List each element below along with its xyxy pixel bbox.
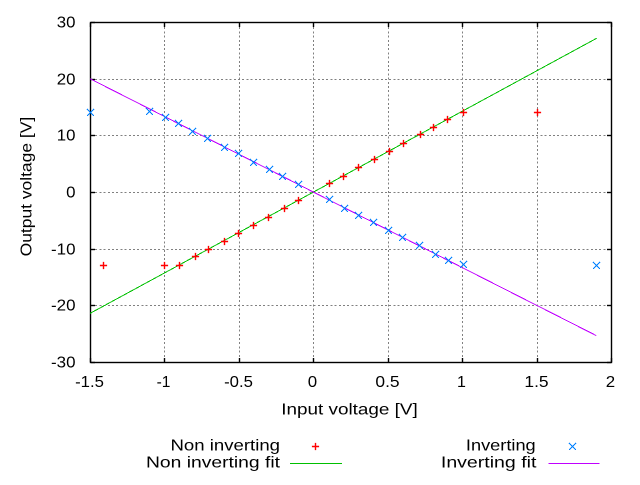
svg-text:Input voltage [V]: Input voltage [V] (281, 402, 418, 419)
svg-text:0: 0 (66, 185, 75, 202)
svg-text:-1: -1 (157, 374, 171, 391)
svg-text:Non inverting: Non inverting (171, 438, 281, 455)
svg-text:Non inverting fit: Non inverting fit (146, 455, 281, 472)
svg-text:0: 0 (308, 374, 317, 391)
svg-text:-0.5: -0.5 (224, 374, 253, 391)
svg-text:1: 1 (457, 374, 466, 391)
svg-text:Output voltage [V]: Output voltage [V] (18, 117, 35, 257)
svg-text:Inverting: Inverting (466, 438, 536, 455)
svg-text:-10: -10 (51, 242, 76, 259)
svg-text:Inverting fit: Inverting fit (441, 455, 537, 472)
svg-text:30: 30 (57, 15, 76, 32)
svg-text:2: 2 (606, 374, 615, 391)
svg-text:20: 20 (57, 72, 76, 89)
svg-text:10: 10 (57, 128, 76, 145)
svg-text:0.5: 0.5 (375, 374, 399, 391)
svg-text:1.5: 1.5 (524, 374, 548, 391)
svg-text:-30: -30 (51, 355, 76, 372)
svg-text:-20: -20 (51, 298, 76, 315)
svg-text:-1.5: -1.5 (75, 374, 104, 391)
